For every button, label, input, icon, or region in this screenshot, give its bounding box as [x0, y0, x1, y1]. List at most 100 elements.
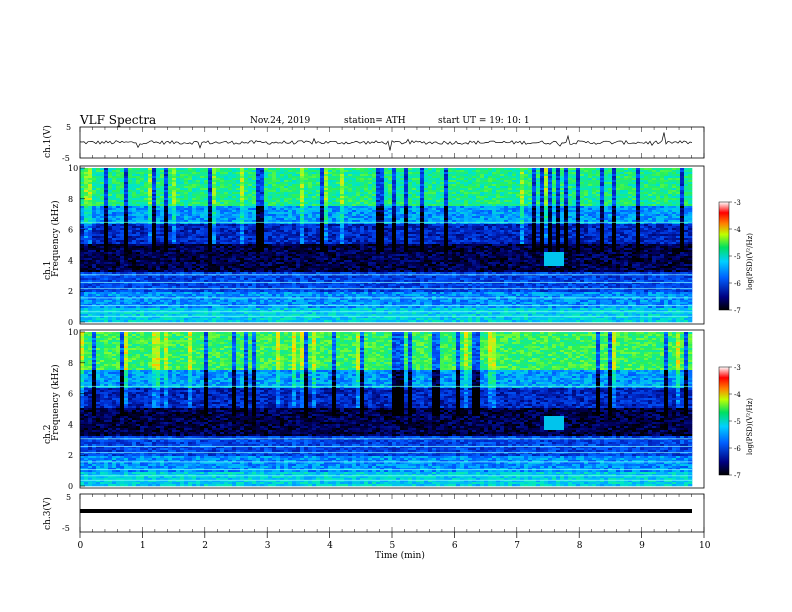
spectrogram-cell [388, 216, 392, 218]
spectrogram-cell [520, 224, 524, 226]
spectrogram-cell [564, 210, 568, 212]
spectrogram-cell [348, 196, 352, 198]
spectrogram-cell [668, 168, 672, 170]
spectrogram-cell [248, 202, 252, 204]
spectrogram-cell [372, 204, 376, 206]
spectrogram-cell [664, 196, 668, 198]
spectrogram-cell [512, 174, 516, 176]
spectrogram-cell [96, 186, 100, 188]
spectrogram-cell [360, 214, 364, 216]
spectrogram-cell [276, 170, 280, 172]
spectrogram-cell [200, 200, 204, 202]
spectrogram-cell [136, 176, 140, 178]
spectrogram-cell [640, 184, 644, 186]
spectrogram-cell [336, 202, 340, 204]
spectrogram-cell [404, 174, 408, 176]
spectrogram-cell [612, 212, 616, 214]
spectrogram-cell [612, 226, 616, 228]
spectrogram-cell [572, 172, 576, 174]
spectrogram-cell [332, 172, 336, 174]
spectrogram-cell [92, 178, 96, 180]
spectrogram-cell [264, 170, 268, 172]
spectrogram-cell [104, 180, 108, 182]
spectrogram-cell [216, 208, 220, 210]
spectrogram-cell [164, 200, 168, 202]
spectrogram-cell [172, 186, 176, 188]
spectrogram-cell [260, 182, 264, 184]
spectrogram-cell [440, 226, 444, 228]
spectrogram-cell [684, 212, 688, 214]
spectrogram-cell [284, 188, 288, 190]
spectrogram-cell [544, 228, 548, 230]
spectrogram-cell [680, 226, 684, 228]
spectrogram-cell [624, 190, 628, 192]
spectrogram-cell [496, 168, 500, 170]
spectrogram-cell [380, 212, 384, 214]
spectrogram-cell [664, 186, 668, 188]
spectrogram-cell [196, 228, 200, 230]
spectrogram-cell [504, 228, 508, 230]
spectrogram-cell [88, 230, 92, 232]
spectrogram-cell [84, 202, 88, 204]
spectrogram-cell [580, 198, 584, 200]
spectrogram-cell [180, 226, 184, 228]
spectrogram-cell [312, 192, 316, 194]
spectrogram-cell [372, 194, 376, 196]
spectrogram-cell [444, 180, 448, 182]
spectrogram-cell [192, 224, 196, 226]
spectrogram-cell [216, 178, 220, 180]
spectrogram-cell [388, 210, 392, 212]
spectrogram-cell [368, 170, 372, 172]
spectrogram-cell [364, 186, 368, 188]
spectrogram-cell [420, 182, 424, 184]
spectrogram-cell [508, 216, 512, 218]
spectrogram-cell [216, 186, 220, 188]
spectrogram-cell [336, 204, 340, 206]
spectrogram-cell [328, 226, 332, 228]
spectrogram-cell [560, 204, 564, 206]
spectrogram-cell [196, 196, 200, 198]
spectrogram-cell [584, 204, 588, 206]
spectrogram-cell [360, 212, 364, 214]
spectrogram-cell [612, 184, 616, 186]
spectrogram-cell [584, 168, 588, 170]
spectrogram-cell [492, 200, 496, 202]
spectrogram-cell [100, 212, 104, 214]
spectrogram-cell [148, 182, 152, 184]
spectrogram-cell [528, 176, 532, 178]
spectrogram-cell [376, 196, 380, 198]
spectrogram-cell [316, 206, 320, 208]
spectrogram-cell [572, 180, 576, 182]
spectrogram-cell [300, 230, 304, 232]
spectrogram-cell [172, 228, 176, 230]
spectrogram-cell [248, 196, 252, 198]
spectrogram-cell [188, 228, 192, 230]
spectrogram-cell [436, 172, 440, 174]
spectrogram-cell [524, 180, 528, 182]
spectrogram-cell [80, 186, 84, 188]
spectrogram-cell [152, 178, 156, 180]
spectrogram-cell [80, 214, 84, 216]
spectrogram-cell [220, 216, 224, 218]
spectrogram-cell [104, 174, 108, 176]
spectrogram-cell [556, 218, 560, 220]
spectrogram-cell [636, 228, 640, 230]
spectrogram-cell [248, 212, 252, 214]
spectrogram-cell [108, 168, 112, 170]
spectrogram-cell [488, 198, 492, 200]
spectrogram-cell [152, 168, 156, 170]
spectrogram-cell [424, 174, 428, 176]
spectrogram-cell [316, 204, 320, 206]
spectrogram-cell [104, 192, 108, 194]
spectrogram-cell [184, 182, 188, 184]
spectrogram-cell [116, 184, 120, 186]
spectrogram-cell [96, 202, 100, 204]
spectrogram-cell [364, 188, 368, 190]
spectrogram-cell [204, 226, 208, 228]
spectrogram-cell [356, 228, 360, 230]
spectrogram-cell [552, 178, 556, 180]
spectrogram-cell [564, 218, 568, 220]
spectrogram-cell [436, 174, 440, 176]
spectrogram-cell [468, 188, 472, 190]
spectrogram-cell [108, 196, 112, 198]
